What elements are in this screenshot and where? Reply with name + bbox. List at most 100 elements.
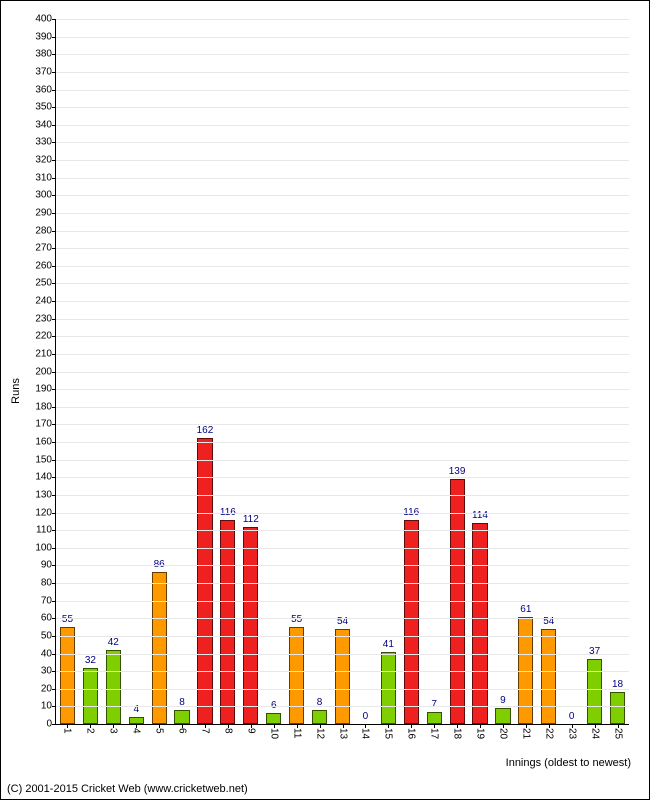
bar-value-label: 37 (589, 646, 600, 657)
gridline (56, 231, 629, 232)
bar (220, 520, 235, 724)
ytick-label: 10 (41, 701, 56, 712)
bar (587, 659, 602, 724)
bar (129, 717, 144, 724)
gridline (56, 319, 629, 320)
xtick-label: 9 (245, 728, 256, 734)
ytick-label: 330 (35, 137, 56, 148)
gridline (56, 407, 629, 408)
gridline (56, 495, 629, 496)
bar (541, 629, 556, 724)
xtick-label: 24 (589, 728, 600, 739)
x-axis-label: Innings (oldest to newest) (506, 757, 631, 769)
gridline (56, 213, 629, 214)
ytick-label: 30 (41, 666, 56, 677)
xtick-label: 10 (268, 728, 279, 739)
xtick-label: 15 (383, 728, 394, 739)
gridline (56, 583, 629, 584)
bar-value-label: 9 (500, 695, 506, 706)
gridline (56, 283, 629, 284)
ytick-label: 140 (35, 472, 56, 483)
gridline (56, 442, 629, 443)
ytick-label: 200 (35, 366, 56, 377)
bar (610, 692, 625, 724)
ytick-label: 240 (35, 296, 56, 307)
bar (106, 650, 121, 724)
gridline (56, 618, 629, 619)
ytick-label: 270 (35, 243, 56, 254)
bar-value-label: 7 (431, 699, 437, 710)
gridline (56, 706, 629, 707)
y-axis-label: Runs (10, 378, 22, 404)
bar-value-label: 61 (520, 604, 531, 615)
gridline (56, 336, 629, 337)
gridline (56, 195, 629, 196)
ytick-label: 250 (35, 278, 56, 289)
ytick-label: 80 (41, 578, 56, 589)
gridline (56, 389, 629, 390)
xtick-label: 7 (199, 728, 210, 734)
copyright-text: (C) 2001-2015 Cricket Web (www.cricketwe… (7, 783, 248, 795)
ytick-label: 380 (35, 49, 56, 60)
xtick-label: 17 (429, 728, 440, 739)
gridline (56, 301, 629, 302)
ytick-label: 370 (35, 66, 56, 77)
gridline (56, 178, 629, 179)
ytick-label: 160 (35, 437, 56, 448)
ytick-label: 20 (41, 683, 56, 694)
xtick-label: 1 (62, 728, 73, 734)
ytick-label: 300 (35, 190, 56, 201)
gridline (56, 354, 629, 355)
ytick-label: 360 (35, 84, 56, 95)
xtick-label: 18 (452, 728, 463, 739)
bar-value-label: 112 (243, 514, 259, 525)
xtick-label: 13 (337, 728, 348, 739)
bar (152, 572, 167, 724)
xtick-label: 22 (543, 728, 554, 739)
plot-area: 5532424868162116112655854041116713911496… (55, 19, 629, 725)
xtick-label: 19 (475, 728, 486, 739)
ytick-label: 280 (35, 225, 56, 236)
gridline (56, 548, 629, 549)
ytick-label: 0 (46, 719, 56, 730)
bar-value-label: 55 (62, 614, 73, 625)
xtick-label: 12 (314, 728, 325, 739)
gridline (56, 565, 629, 566)
ytick-label: 70 (41, 595, 56, 606)
gridline (56, 19, 629, 20)
gridline (56, 636, 629, 637)
ytick-label: 390 (35, 31, 56, 42)
ytick-label: 230 (35, 313, 56, 324)
ytick-label: 180 (35, 401, 56, 412)
xtick-label: 11 (291, 728, 302, 738)
bar (495, 708, 510, 724)
bar-value-label: 139 (449, 466, 466, 477)
gridline (56, 125, 629, 126)
bar-value-label: 0 (569, 711, 575, 722)
bar (427, 712, 442, 724)
bar (83, 668, 98, 724)
bar (289, 627, 304, 724)
bar (312, 710, 327, 724)
xtick-label: 4 (131, 728, 142, 734)
xtick-label: 8 (222, 728, 233, 734)
bar-value-label: 41 (383, 639, 394, 650)
bar-value-label: 55 (291, 614, 302, 625)
xtick-label: 3 (108, 728, 119, 734)
bar-value-label: 42 (108, 637, 119, 648)
ytick-label: 170 (35, 419, 56, 430)
ytick-label: 260 (35, 260, 56, 271)
gridline (56, 654, 629, 655)
xtick-label: 16 (406, 728, 417, 739)
gridline (56, 266, 629, 267)
xtick-label: 23 (566, 728, 577, 739)
ytick-label: 320 (35, 155, 56, 166)
gridline (56, 107, 629, 108)
gridline (56, 513, 629, 514)
ytick-label: 100 (35, 542, 56, 553)
ytick-label: 110 (36, 525, 56, 536)
ytick-label: 60 (41, 613, 56, 624)
xtick-label: 2 (85, 728, 96, 734)
gridline (56, 424, 629, 425)
gridline (56, 37, 629, 38)
